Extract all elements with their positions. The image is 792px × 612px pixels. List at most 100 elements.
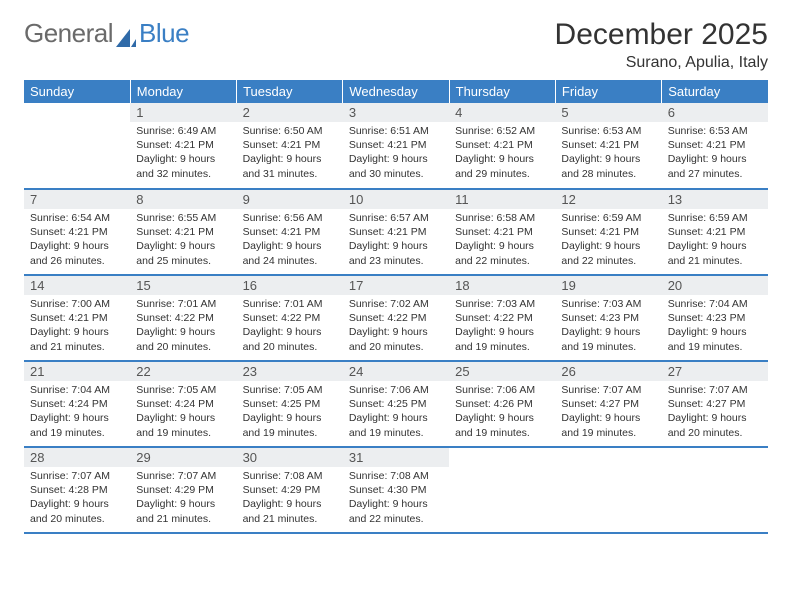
day-details: Sunrise: 7:01 AMSunset: 4:22 PMDaylight:… [237,295,343,358]
daylight-text-1: Daylight: 9 hours [455,325,549,339]
daylight-text-2: and 22 minutes. [349,512,443,526]
sunrise-text: Sunrise: 7:01 AM [243,297,337,311]
day-header: Saturday [662,80,768,103]
calendar-day-cell: 8Sunrise: 6:55 AMSunset: 4:21 PMDaylight… [130,189,236,275]
day-details: Sunrise: 6:49 AMSunset: 4:21 PMDaylight:… [130,122,236,185]
daylight-text-1: Daylight: 9 hours [455,152,549,166]
daylight-text-1: Daylight: 9 hours [561,411,655,425]
daylight-text-2: and 20 minutes. [136,340,230,354]
day-number: 28 [24,448,130,467]
daylight-text-2: and 19 minutes. [561,340,655,354]
sunset-text: Sunset: 4:25 PM [349,397,443,411]
sunset-text: Sunset: 4:21 PM [349,225,443,239]
calendar-day-cell [555,447,661,533]
calendar-day-cell: 12Sunrise: 6:59 AMSunset: 4:21 PMDayligh… [555,189,661,275]
sunrise-text: Sunrise: 6:59 AM [561,211,655,225]
daylight-text-1: Daylight: 9 hours [349,239,443,253]
daylight-text-2: and 19 minutes. [30,426,124,440]
daylight-text-2: and 19 minutes. [136,426,230,440]
day-number: 11 [449,190,555,209]
daylight-text-1: Daylight: 9 hours [30,325,124,339]
calendar-week-row: 21Sunrise: 7:04 AMSunset: 4:24 PMDayligh… [24,361,768,447]
daylight-text-2: and 21 minutes. [668,254,762,268]
sunrise-text: Sunrise: 6:53 AM [668,124,762,138]
calendar-day-cell: 6Sunrise: 6:53 AMSunset: 4:21 PMDaylight… [662,103,768,189]
day-details: Sunrise: 7:06 AMSunset: 4:25 PMDaylight:… [343,381,449,444]
day-number: 10 [343,190,449,209]
daylight-text-1: Daylight: 9 hours [136,239,230,253]
day-details: Sunrise: 6:53 AMSunset: 4:21 PMDaylight:… [555,122,661,185]
sunset-text: Sunset: 4:21 PM [243,225,337,239]
day-number: 16 [237,276,343,295]
daylight-text-1: Daylight: 9 hours [668,239,762,253]
day-number: 12 [555,190,661,209]
daylight-text-1: Daylight: 9 hours [243,497,337,511]
daylight-text-1: Daylight: 9 hours [136,411,230,425]
day-header: Tuesday [237,80,343,103]
day-number: 19 [555,276,661,295]
daylight-text-1: Daylight: 9 hours [30,497,124,511]
daylight-text-1: Daylight: 9 hours [243,239,337,253]
day-details: Sunrise: 7:02 AMSunset: 4:22 PMDaylight:… [343,295,449,358]
day-number: 22 [130,362,236,381]
calendar-day-cell: 3Sunrise: 6:51 AMSunset: 4:21 PMDaylight… [343,103,449,189]
daylight-text-1: Daylight: 9 hours [668,152,762,166]
daylight-text-2: and 21 minutes. [30,340,124,354]
sunrise-text: Sunrise: 7:02 AM [349,297,443,311]
sunrise-text: Sunrise: 7:00 AM [30,297,124,311]
sunrise-text: Sunrise: 6:56 AM [243,211,337,225]
calendar-day-cell: 9 Sunrise: 6:56 AMSunset: 4:21 PMDaylight… [237,189,343,275]
sunset-text: Sunset: 4:29 PM [243,483,337,497]
daylight-text-2: and 19 minutes. [668,340,762,354]
daylight-text-1: Daylight: 9 hours [349,497,443,511]
logo: General Blue [24,18,189,49]
sunset-text: Sunset: 4:21 PM [136,225,230,239]
sunset-text: Sunset: 4:28 PM [30,483,124,497]
daylight-text-2: and 23 minutes. [349,254,443,268]
day-number: 23 [237,362,343,381]
daylight-text-1: Daylight: 9 hours [668,325,762,339]
day-details: Sunrise: 7:00 AMSunset: 4:21 PMDaylight:… [24,295,130,358]
month-title: December 2025 [555,18,768,52]
daylight-text-1: Daylight: 9 hours [243,325,337,339]
daylight-text-2: and 20 minutes. [668,426,762,440]
day-number: 20 [662,276,768,295]
day-number: 29 [130,448,236,467]
daylight-text-2: and 19 minutes. [243,426,337,440]
sunrise-text: Sunrise: 6:51 AM [349,124,443,138]
daylight-text-1: Daylight: 9 hours [243,411,337,425]
sunset-text: Sunset: 4:21 PM [668,225,762,239]
day-details: Sunrise: 7:04 AMSunset: 4:24 PMDaylight:… [24,381,130,444]
day-details: Sunrise: 6:59 AMSunset: 4:21 PMDaylight:… [662,209,768,272]
sunrise-text: Sunrise: 7:04 AM [668,297,762,311]
daylight-text-1: Daylight: 9 hours [30,239,124,253]
sunrise-text: Sunrise: 6:59 AM [668,211,762,225]
calendar-day-cell: 27Sunrise: 7:07 AMSunset: 4:27 PMDayligh… [662,361,768,447]
daylight-text-2: and 20 minutes. [349,340,443,354]
sunset-text: Sunset: 4:22 PM [349,311,443,325]
sunset-text: Sunset: 4:21 PM [561,225,655,239]
calendar-day-cell: 10Sunrise: 6:57 AMSunset: 4:21 PMDayligh… [343,189,449,275]
daylight-text-1: Daylight: 9 hours [455,239,549,253]
calendar-day-cell: 1Sunrise: 6:49 AMSunset: 4:21 PMDaylight… [130,103,236,189]
sunrise-text: Sunrise: 7:08 AM [243,469,337,483]
calendar-day-cell: 24Sunrise: 7:06 AMSunset: 4:25 PMDayligh… [343,361,449,447]
day-number: 9 [237,190,343,209]
calendar-day-cell: 2Sunrise: 6:50 AMSunset: 4:21 PMDaylight… [237,103,343,189]
logo-text-blue: Blue [139,18,189,49]
day-number: 1 [130,103,236,122]
sunset-text: Sunset: 4:30 PM [349,483,443,497]
daylight-text-1: Daylight: 9 hours [455,411,549,425]
daylight-text-1: Daylight: 9 hours [136,325,230,339]
day-number: 21 [24,362,130,381]
day-details: Sunrise: 7:03 AMSunset: 4:22 PMDaylight:… [449,295,555,358]
calendar-day-cell: 17Sunrise: 7:02 AMSunset: 4:22 PMDayligh… [343,275,449,361]
day-details: Sunrise: 7:05 AMSunset: 4:25 PMDaylight:… [237,381,343,444]
calendar-day-cell: 16Sunrise: 7:01 AMSunset: 4:22 PMDayligh… [237,275,343,361]
daylight-text-1: Daylight: 9 hours [349,411,443,425]
sunrise-text: Sunrise: 6:54 AM [30,211,124,225]
calendar-day-cell: 23Sunrise: 7:05 AMSunset: 4:25 PMDayligh… [237,361,343,447]
daylight-text-1: Daylight: 9 hours [668,411,762,425]
daylight-text-1: Daylight: 9 hours [561,325,655,339]
sunrise-text: Sunrise: 6:58 AM [455,211,549,225]
